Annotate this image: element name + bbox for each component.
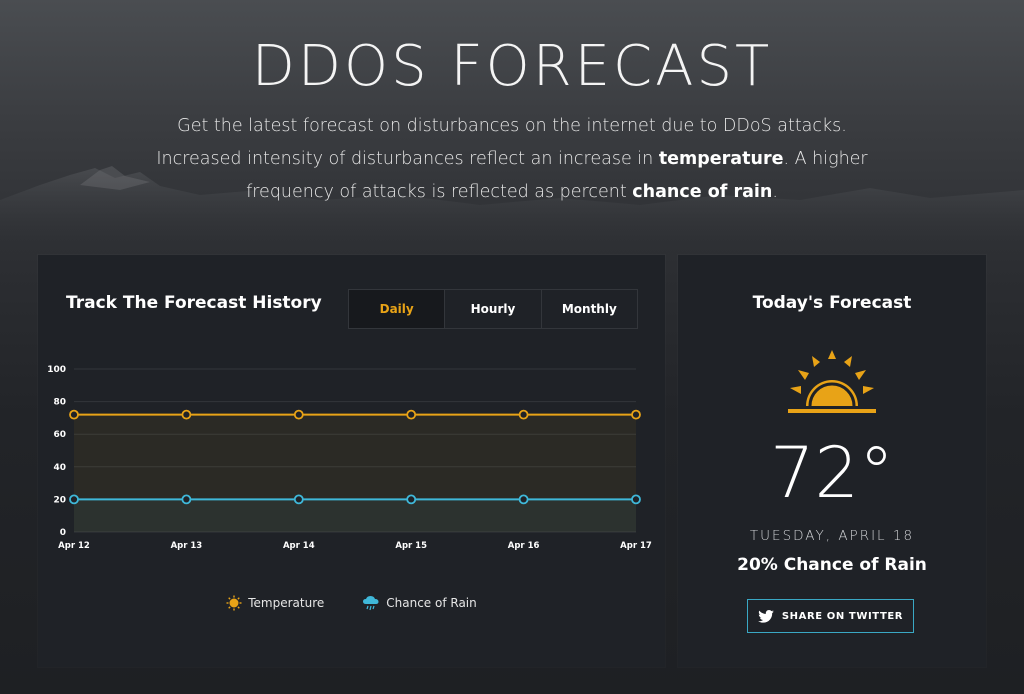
x-tick-label: Apr 13: [171, 541, 203, 551]
tab-monthly[interactable]: Monthly: [540, 290, 637, 328]
hero-desc-text: . A higher frequency of attacks is refle…: [246, 149, 868, 202]
x-tick-label: Apr 17: [620, 541, 652, 551]
forecast-history-panel: Track The Forecast History Daily Hourly …: [38, 255, 665, 667]
sun-icon: [226, 595, 242, 611]
page-title: DDOS FORECAST: [251, 34, 773, 99]
mountain-background: [0, 166, 1024, 260]
series-area: [74, 499, 636, 532]
legend-rain-label: Chance of Rain: [386, 596, 477, 610]
hero-desc-text: Get the latest forecast on disturbances …: [156, 116, 847, 169]
y-tick-label: 100: [47, 365, 66, 375]
y-tick-label: 60: [53, 430, 66, 440]
data-point: [69, 409, 79, 420]
data-point: [293, 494, 304, 505]
y-tick-label: 40: [53, 463, 66, 473]
data-point: [181, 494, 192, 505]
data-point: [406, 494, 417, 505]
today-title: Today's Forecast: [752, 293, 912, 313]
data-point: [518, 494, 529, 505]
legend-temperature[interactable]: Temperature: [226, 595, 324, 611]
data-point: [181, 409, 192, 420]
data-point: [406, 409, 417, 420]
tab-daily[interactable]: Daily: [349, 290, 445, 328]
period-tabs: Daily Hourly Monthly: [348, 289, 638, 329]
chart-legend: Temperature Chance of Rain: [38, 595, 665, 611]
hero-desc-temperature: temperature: [658, 149, 784, 169]
y-tick-label: 0: [60, 528, 66, 538]
data-point: [631, 409, 641, 420]
today-date: TUESDAY, APRIL 18: [749, 528, 915, 544]
today-temperature: 72°: [769, 432, 895, 514]
data-point: [631, 494, 641, 505]
data-point: [293, 409, 304, 420]
legend-temperature-label: Temperature: [248, 596, 325, 610]
history-title: Track The Forecast History: [66, 293, 322, 313]
hero-desc-text: .: [772, 182, 778, 202]
todays-forecast-panel: Today's Forecast 72° TUESDAY, APRIL 18 2…: [678, 255, 986, 667]
x-tick-label: Apr 15: [395, 541, 427, 551]
forecast-history-chart: 0 20 40 60 80 100 Apr 12 Apr 13 Apr 14 Apr 15 Apr …: [47, 365, 652, 551]
x-tick-label: Apr 12: [58, 541, 90, 551]
data-point: [518, 409, 529, 420]
legend-chance-of-rain[interactable]: Chance of Rain: [362, 595, 477, 611]
x-tick-label: Apr 14: [283, 541, 315, 551]
y-tick-label: 80: [53, 398, 66, 408]
y-tick-label: 20: [53, 495, 66, 505]
share-button-label: SHARE ON TWITTER: [781, 610, 904, 622]
data-point: [69, 494, 79, 505]
twitter-icon: [758, 609, 774, 623]
hero-desc-chance-of-rain: chance of rain: [632, 182, 773, 202]
rain-cloud-icon: [363, 596, 379, 611]
today-chance-of-rain: 20% Chance of Rain: [737, 555, 927, 575]
share-on-twitter-button[interactable]: SHARE ON TWITTER: [747, 599, 914, 633]
tab-hourly[interactable]: Hourly: [444, 290, 541, 328]
series-area: [74, 414, 636, 532]
sun-icon: [788, 350, 876, 413]
hero-description: Get the latest forecast on disturbances …: [150, 110, 874, 209]
x-tick-label: Apr 16: [508, 541, 540, 551]
